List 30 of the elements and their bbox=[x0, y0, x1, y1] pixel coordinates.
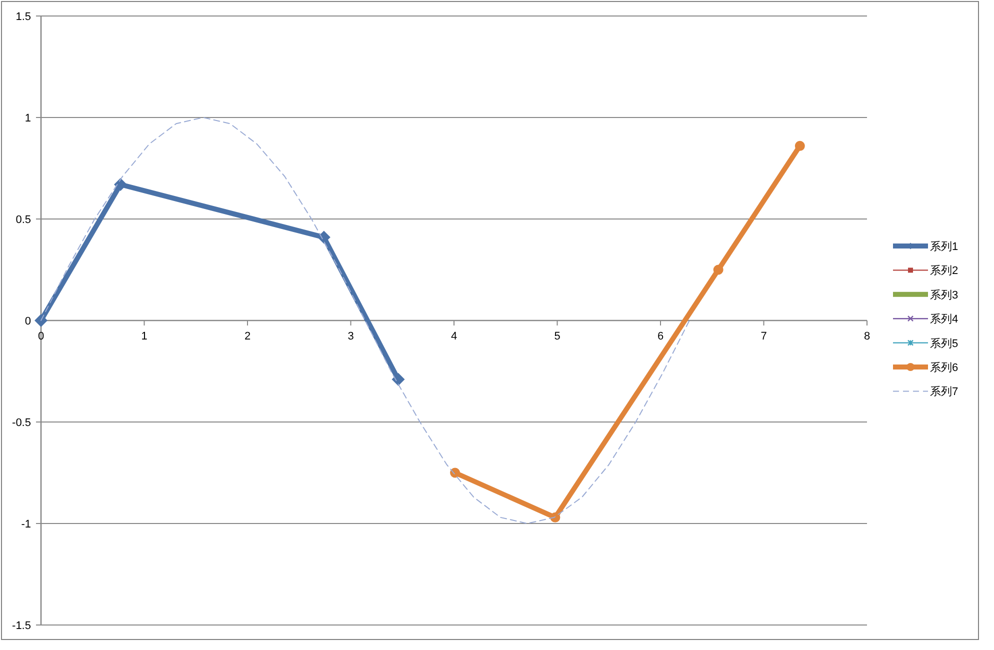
legend-label: 系列6 bbox=[930, 362, 958, 374]
legend-label: 系列5 bbox=[930, 338, 958, 350]
ytick: 1.5 bbox=[16, 11, 31, 23]
xtick: 4 bbox=[450, 330, 458, 342]
xtick: 1 bbox=[141, 330, 148, 342]
point bbox=[794, 140, 805, 151]
legend-label: 系列3 bbox=[930, 289, 958, 302]
xtick: 6 bbox=[657, 330, 664, 342]
point bbox=[713, 264, 724, 275]
ytick: 0 bbox=[24, 316, 31, 328]
ytick: 0.5 bbox=[16, 214, 31, 226]
xtick: 7 bbox=[760, 330, 767, 342]
point bbox=[34, 314, 48, 327]
ytick: -1.5 bbox=[12, 620, 31, 632]
xtick: 5 bbox=[554, 330, 560, 342]
ytick: -1 bbox=[21, 518, 31, 530]
xtick: 8 bbox=[864, 330, 870, 342]
point bbox=[317, 230, 330, 244]
point bbox=[550, 512, 560, 522]
point bbox=[114, 178, 128, 191]
ytick: -0.5 bbox=[12, 417, 31, 429]
ytick: 1 bbox=[24, 112, 31, 124]
xtick: 3 bbox=[348, 330, 354, 342]
legend-label: 系列7 bbox=[930, 386, 958, 398]
legend-label: 系列1 bbox=[930, 241, 958, 253]
legend-label: 系列4 bbox=[930, 314, 958, 326]
point bbox=[392, 372, 405, 386]
xtick: 0 bbox=[38, 330, 44, 342]
xtick: 2 bbox=[244, 330, 251, 342]
legend-label: 系列2 bbox=[930, 265, 958, 278]
